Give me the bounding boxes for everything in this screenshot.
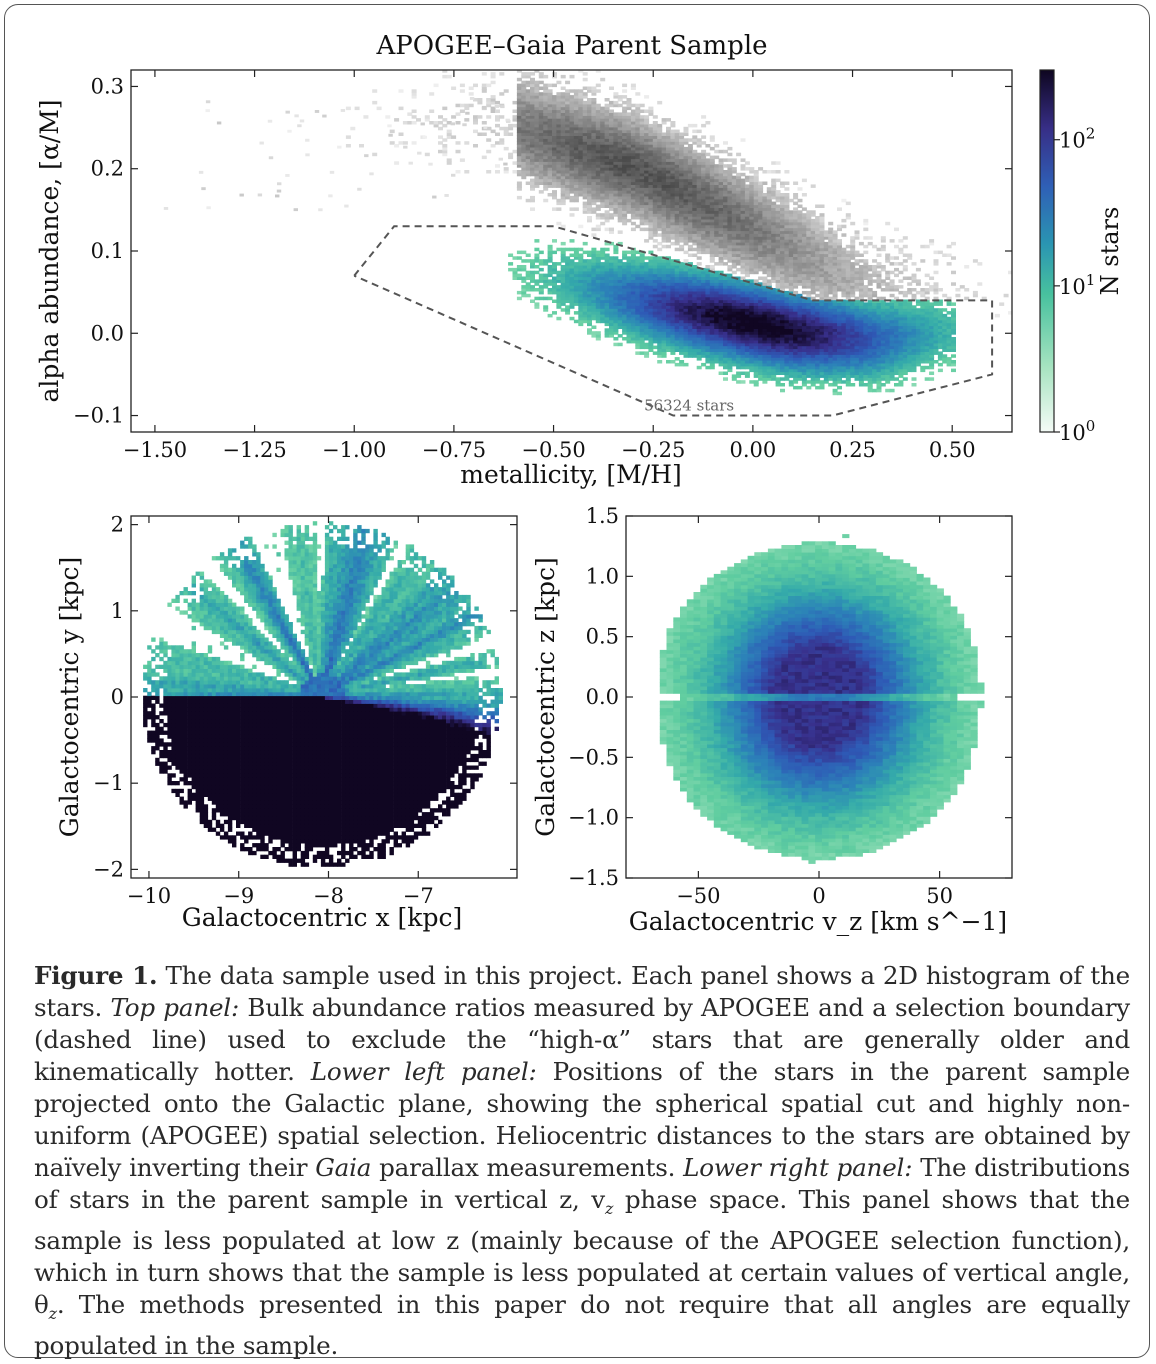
lower-right-y-label: Galactocentric z [kpc] (531, 557, 560, 837)
caption-label: Figure 1. (34, 961, 158, 990)
figure-title: APOGEE–Gaia Parent Sample (375, 31, 767, 61)
top-x-label: metallicity, [M/H] (460, 460, 682, 489)
colorbar-tick-label: 102 (1059, 125, 1095, 153)
ll-x-tick-label: −9 (223, 884, 254, 908)
lower-right-heatmap (659, 534, 985, 864)
caption-emphasis: Lower right panel: (683, 1153, 913, 1182)
caption-emphasis: Top panel: (110, 993, 240, 1022)
top-y-tick-label: 0.1 (91, 239, 124, 263)
lr-x-tick-label: 0 (812, 884, 825, 908)
ll-x-tick-label: −8 (313, 884, 344, 908)
caption-text: phase space. This panel shows that the s… (34, 1185, 1130, 1319)
caption-text: The data sample used in this project. Ea… (34, 961, 1130, 1022)
lr-y-tick-label: −1.5 (568, 866, 619, 890)
lower-right-x-label: Galactocentric v_z [km s^−1] (629, 907, 1007, 936)
caption-emphasis: Gaia (315, 1153, 372, 1182)
ll-x-tick-label: −10 (127, 884, 171, 908)
lower-left-y-ticks: −2 −1 0 1 2 (93, 513, 517, 881)
top-y-tick-label: 0.2 (91, 157, 124, 181)
colorbar: 100 101 102 N stars (1039, 69, 1124, 445)
caption-text: The distributions of stars in the parent… (34, 1153, 1131, 1214)
caption-text: . The methods presented in this paper do… (34, 1289, 1130, 1360)
lower-left-y-label: Galactocentric y [kpc] (55, 557, 84, 837)
top-y-label: alpha abundance, [α/M] (35, 99, 64, 402)
colorbar-gradient (1039, 69, 1055, 433)
top-x-tick-label: −0.25 (621, 438, 685, 462)
caption-text: z (48, 1303, 57, 1323)
caption-text: z (604, 1198, 614, 1218)
ll-y-tick-label: −1 (93, 771, 124, 795)
lr-y-tick-label: 1.5 (586, 504, 619, 528)
lr-x-tick-label: −50 (676, 884, 720, 908)
lower-left-heatmap (143, 521, 503, 867)
top-x-tick-label: −1.00 (322, 438, 386, 462)
top-x-tick-label: 0.25 (829, 438, 876, 462)
top-x-tick-label: 0.00 (729, 438, 776, 462)
top-x-tick-label: −1.50 (123, 438, 187, 462)
star-count-annotation: 56324 stars (644, 397, 734, 415)
ll-y-tick-label: 0 (111, 685, 124, 709)
top-x-ticks: −1.50 −1.25 −1.00 −0.75 −0.50 −0.25 0.00 0.25 0.… (123, 70, 976, 462)
ll-x-tick-label: −7 (403, 884, 434, 908)
colorbar-ticks: 100 101 102 (1054, 125, 1095, 445)
ll-y-tick-label: −2 (93, 857, 124, 881)
top-y-tick-label: −0.1 (73, 404, 124, 428)
lr-y-tick-label: 0.0 (586, 685, 619, 709)
top-y-ticks: −0.1 0.0 0.1 0.2 0.3 (73, 74, 1012, 428)
top-x-tick-label: 0.50 (929, 438, 976, 462)
top-y-tick-label: 0.0 (91, 321, 124, 345)
caption-emphasis: Lower left panel: (310, 1057, 537, 1086)
lr-y-tick-label: 1.0 (586, 564, 619, 588)
top-x-tick-label: −1.25 (222, 438, 286, 462)
lower-right-x-ticks: −50 0 50 (676, 516, 953, 908)
lower-left-x-label: Galactocentric x [kpc] (182, 903, 462, 932)
colorbar-label: N stars (1096, 207, 1124, 296)
colorbar-tick-label: 101 (1059, 271, 1095, 299)
top-y-tick-label: 0.3 (91, 74, 124, 98)
caption-text: Bulk abundance ratios measured by APOGEE… (34, 993, 1130, 1086)
ll-y-tick-label: 1 (111, 599, 124, 623)
lr-x-tick-label: 50 (926, 884, 953, 908)
caption-text: parallax measurements. (371, 1153, 684, 1182)
ll-y-tick-label: 2 (111, 513, 124, 537)
caption-text: Positions of the stars in the parent sam… (34, 1057, 1131, 1182)
top-x-tick-label: −0.50 (521, 438, 585, 462)
top-x-tick-label: −0.75 (422, 438, 486, 462)
lower-right-y-ticks: −1.5 −1.0 −0.5 0.0 0.5 1.0 1.5 (568, 504, 1012, 890)
colorbar-tick-label: 100 (1059, 417, 1095, 445)
lr-y-tick-label: −1.0 (568, 806, 619, 830)
lr-y-tick-label: −0.5 (568, 745, 619, 769)
top-heatmap (163, 70, 1012, 396)
lower-right-panel: −50 0 50 −1.5 −1.0 −0.5 0.0 0.5 1.0 1.5 Galactoc… (531, 504, 1013, 936)
lower-left-x-ticks: −10 −9 −8 −7 (127, 516, 434, 908)
top-panel: −1.50 −1.25 −1.00 −0.75 −0.50 −0.25 0.00 0.25 0.… (35, 69, 1013, 489)
figure-caption: Figure 1. The data sample used in this p… (34, 960, 1130, 1362)
lr-y-tick-label: 0.5 (586, 625, 619, 649)
figure-svg: APOGEE–Gaia Parent Sample −1.50 −1.25 −1.0… (35, 31, 1124, 936)
